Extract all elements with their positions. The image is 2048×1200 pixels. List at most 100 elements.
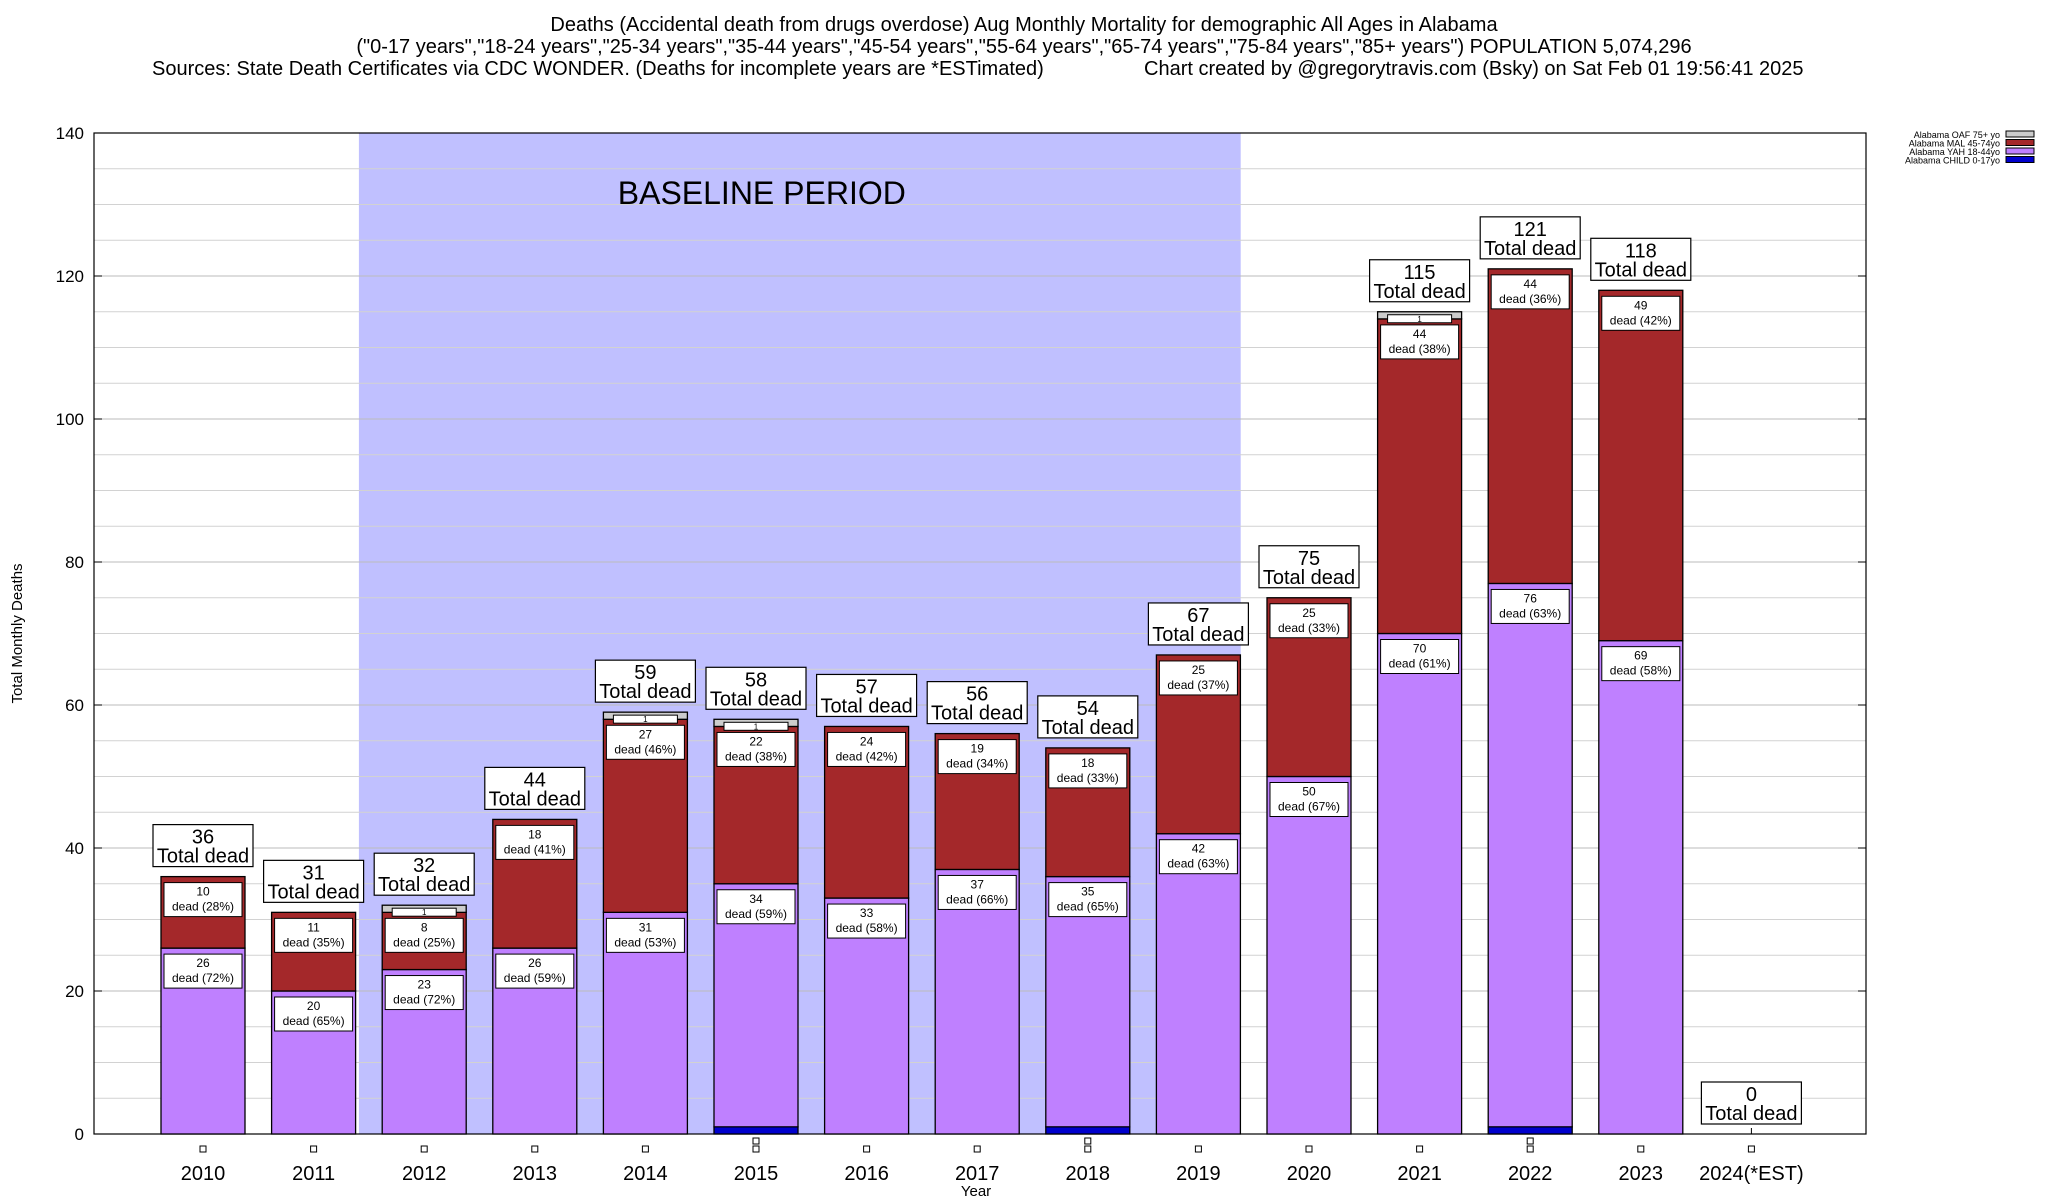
- x-tick-label: 2020: [1287, 1163, 1332, 1185]
- segment-label-count: 44: [1413, 327, 1427, 341]
- total-label-value: 31: [302, 862, 324, 884]
- segment-label-box: [384, 975, 464, 1011]
- legend-label: Alabama MAL 45-74yo: [1909, 139, 2000, 149]
- x-tick-label: 2018: [1066, 1163, 1111, 1185]
- segment-label-percent: dead (33%): [1057, 771, 1119, 785]
- segment-label-count: 18: [528, 827, 542, 841]
- total-label-box: [1368, 259, 1471, 303]
- segment-label-count: 1: [643, 715, 648, 724]
- segment-label-percent: dead (61%): [1389, 657, 1451, 671]
- segment-label-count: 76: [1524, 591, 1538, 605]
- x-tick-marker: [199, 1145, 207, 1153]
- segment-label-box: [163, 882, 243, 918]
- x-tick-label: 2022: [1508, 1163, 1553, 1185]
- total-label-box: [373, 852, 475, 896]
- total-label-value: 54: [1077, 698, 1099, 720]
- segment-label-box: [612, 714, 678, 724]
- bar-segment: [1487, 1126, 1573, 1135]
- x-tick-marker: [1084, 1145, 1092, 1153]
- x-tick-label: 2016: [844, 1163, 889, 1185]
- segment-label-percent: dead (42%): [836, 749, 898, 763]
- baseline-period-label: BASELINE PERIOD: [618, 175, 906, 211]
- segment-label-box: [937, 739, 1017, 775]
- segment-label-box: [1601, 295, 1681, 331]
- chart-subtitle: ("0-17 years","18-24 years","25-34 years…: [356, 36, 1692, 58]
- segment-label-count: 50: [1302, 785, 1316, 799]
- segment-label-box: [163, 953, 243, 989]
- bar-segment: [1045, 1126, 1131, 1135]
- x-tick-marker: [1526, 1145, 1534, 1153]
- x-tick-label: 2021: [1397, 1163, 1442, 1185]
- x-tick-marker: [531, 1145, 539, 1153]
- segment-label-count: 34: [749, 892, 763, 906]
- total-label-text: Total dead: [1595, 259, 1687, 281]
- child-marker: [1084, 1137, 1092, 1145]
- segment-label-count: 70: [1413, 642, 1427, 656]
- total-label-value: 44: [524, 769, 546, 791]
- total-label-value: 115: [1404, 262, 1436, 284]
- total-label-text: Total dead: [267, 881, 359, 903]
- x-tick-label: 2013: [513, 1163, 558, 1185]
- segment-label-percent: dead (41%): [504, 842, 566, 856]
- segment-label-count: 11: [307, 920, 320, 934]
- segment-label-box: [1269, 603, 1349, 639]
- segment-label-count: 25: [1192, 663, 1206, 677]
- legend-label: Alabama OAF 75+ yo: [1914, 130, 2000, 140]
- total-label-box: [1258, 545, 1360, 589]
- child-marker: [1526, 1137, 1534, 1145]
- x-tick-marker: [752, 1145, 760, 1153]
- segment-label-box: [716, 889, 796, 925]
- y-tick-label: 80: [65, 553, 84, 572]
- segment-label-count: 33: [860, 906, 874, 920]
- y-tick-label: 140: [56, 124, 84, 143]
- legend-swatch: [2005, 156, 2035, 163]
- total-label-value: 67: [1187, 605, 1209, 627]
- bar-segment: [1598, 289, 1684, 642]
- bar-segment: [1487, 268, 1573, 585]
- y-tick-label: 100: [56, 410, 84, 429]
- segment-label-percent: dead (63%): [1167, 857, 1229, 871]
- total-label-text: Total dead: [157, 846, 249, 868]
- total-label-value: 121: [1514, 219, 1547, 241]
- segment-label-percent: dead (72%): [393, 993, 455, 1007]
- total-label-value: 118: [1625, 240, 1657, 262]
- segment-label-count: 19: [971, 742, 985, 756]
- segment-label-box: [384, 917, 464, 953]
- segment-label-count: 18: [1081, 756, 1095, 770]
- total-label-box: [705, 666, 807, 710]
- y-tick-label: 20: [65, 982, 84, 1001]
- segment-label-count: 23: [418, 978, 432, 992]
- total-label-text: Total dead: [1152, 624, 1244, 646]
- segment-label-percent: dead (25%): [393, 935, 455, 949]
- segment-label-percent: dead (35%): [283, 935, 345, 949]
- total-label-text: Total dead: [1705, 1103, 1797, 1125]
- y-tick-label: 60: [65, 696, 84, 715]
- x-tick-marker: [973, 1145, 981, 1153]
- total-label-value: 36: [192, 827, 214, 849]
- segment-label-percent: dead (66%): [946, 892, 1008, 906]
- segment-label-percent: dead (65%): [1057, 900, 1119, 914]
- total-label-text: Total dead: [820, 695, 912, 717]
- total-label-text: Total dead: [710, 688, 802, 710]
- segment-label-percent: dead (36%): [1499, 292, 1561, 306]
- segment-label-percent: dead (63%): [1499, 606, 1561, 620]
- segment-label-percent: dead (59%): [725, 907, 787, 921]
- total-label-box: [815, 673, 918, 718]
- segment-label-count: 24: [860, 734, 874, 748]
- bar-segment: [934, 868, 1020, 1135]
- segment-label-count: 25: [1302, 606, 1316, 620]
- segment-label-count: 69: [1634, 649, 1648, 663]
- bar-segment: [1045, 875, 1131, 1128]
- bar-segment: [1376, 632, 1463, 1135]
- segment-label-box: [1048, 753, 1128, 789]
- segment-label-percent: dead (58%): [836, 921, 898, 935]
- total-label-box: [1147, 602, 1250, 646]
- legend-label: Alabama YAH 18-44yo: [1909, 147, 2000, 157]
- segment-label-count: 37: [971, 877, 985, 891]
- credit-text: Chart created by @gregorytravis.com (Bsk…: [1144, 58, 1804, 80]
- segment-label-box: [605, 917, 685, 953]
- x-tick-marker: [1194, 1145, 1202, 1153]
- segment-label-count: 10: [196, 885, 210, 899]
- segment-label-box: [1387, 314, 1453, 324]
